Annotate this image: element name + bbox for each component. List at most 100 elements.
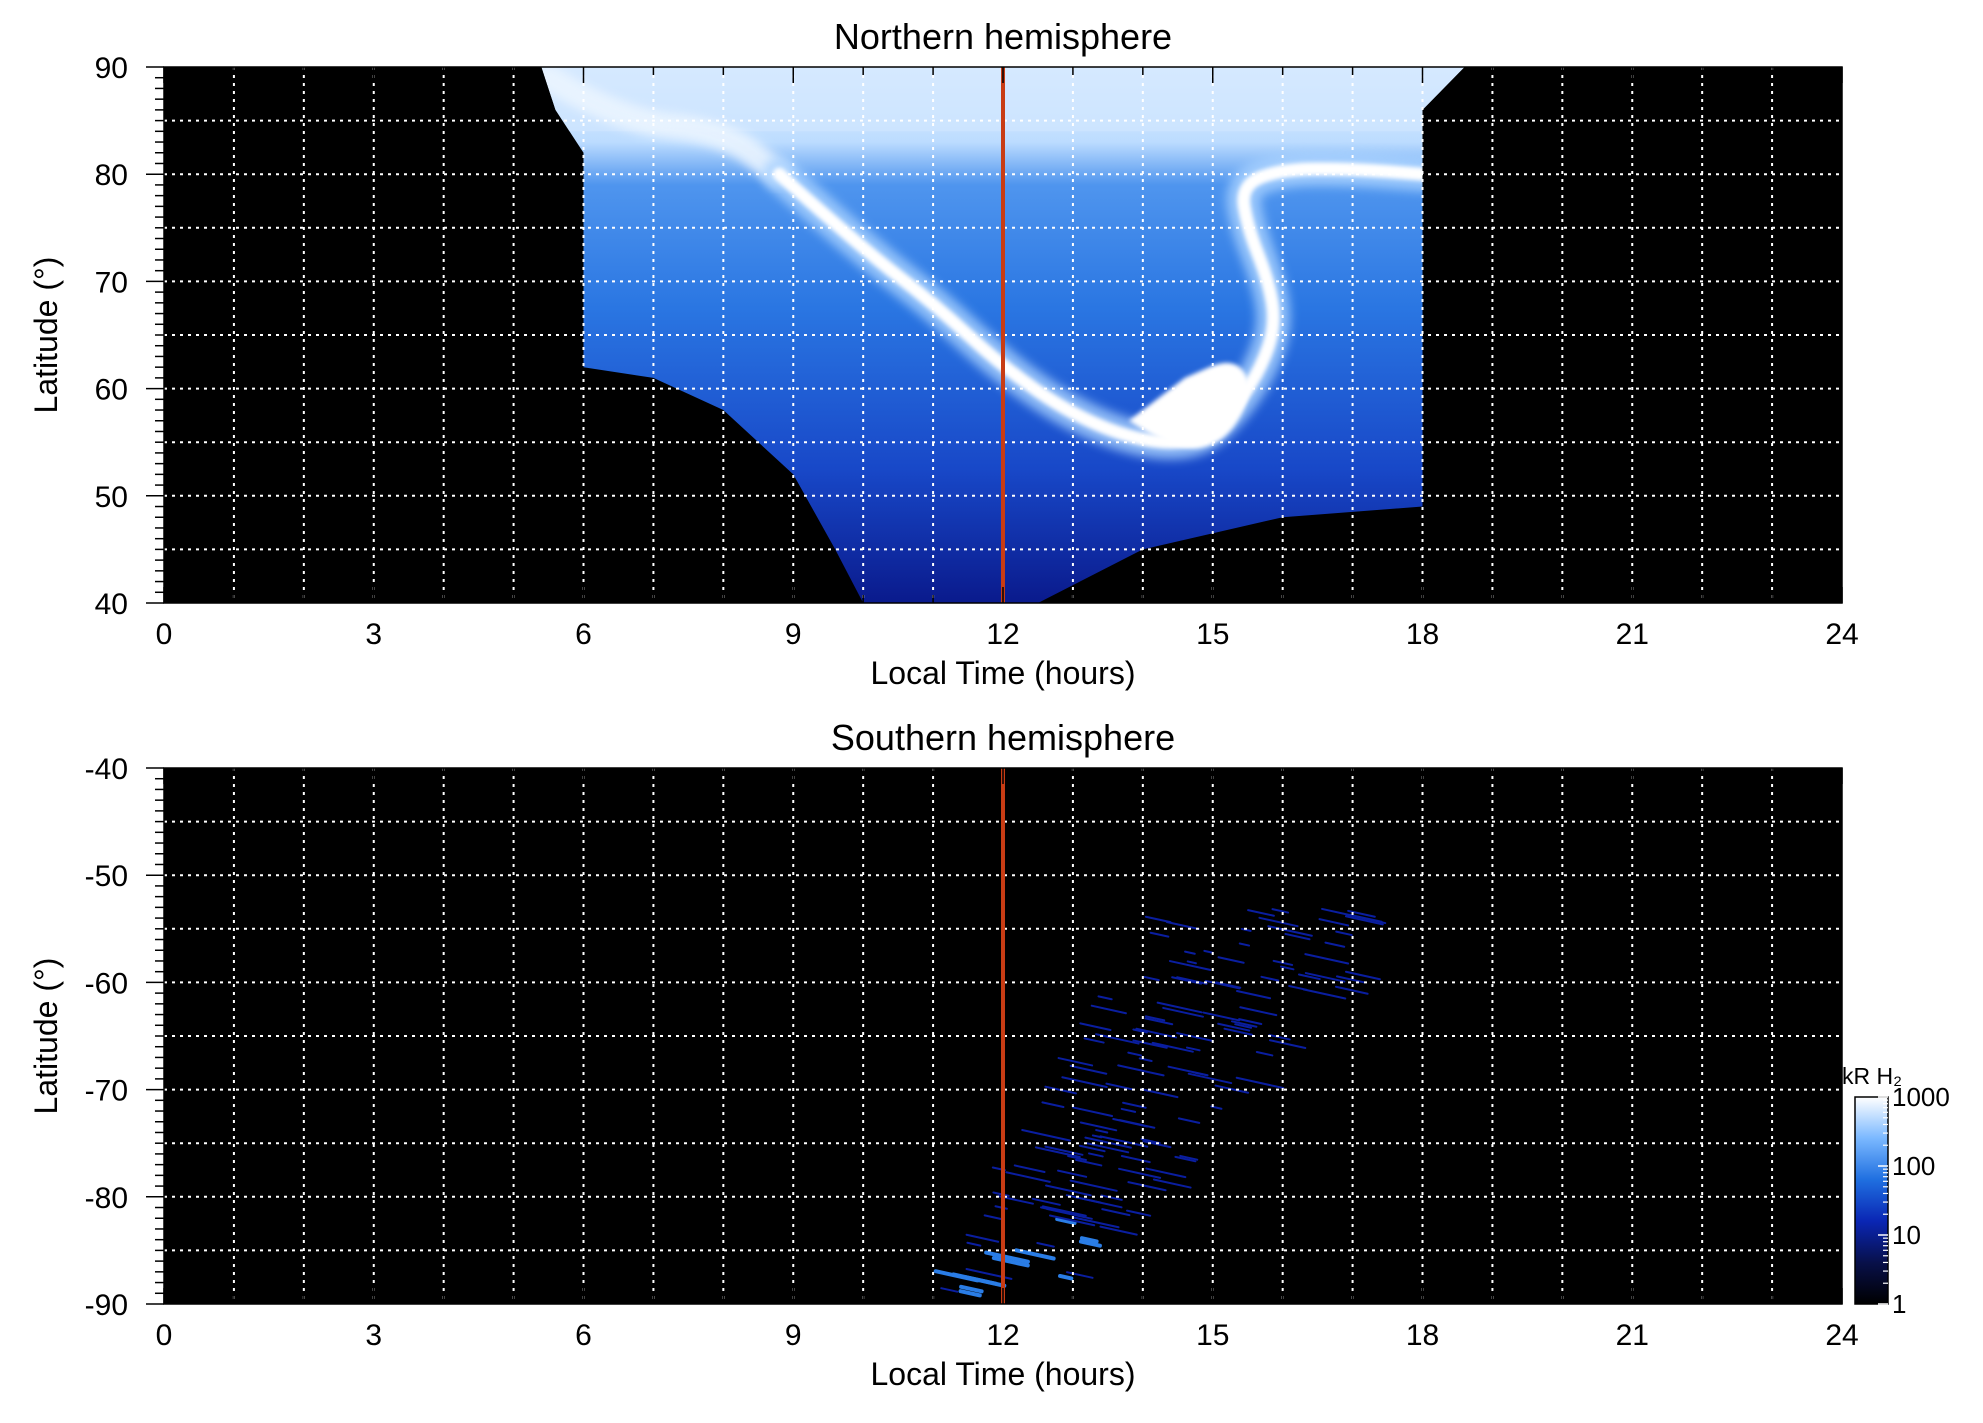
emission-streak	[1069, 1179, 1118, 1192]
emission-streak	[1039, 1206, 1059, 1212]
emission-streak	[1280, 965, 1295, 971]
y-tick-label: -90	[85, 1289, 128, 1322]
y-tick-label: -40	[85, 753, 128, 786]
emission-streak	[1258, 916, 1299, 928]
x-axis-label: Local Time (hours)	[871, 655, 1136, 691]
emission-streak	[1268, 1039, 1307, 1049]
x-tick-label: 3	[365, 618, 382, 651]
emission-streak	[1162, 1006, 1204, 1018]
emission-streak	[1048, 1214, 1096, 1227]
emission-streak	[1176, 1032, 1214, 1042]
emission-streak	[1100, 1194, 1123, 1201]
emission-streak	[958, 1289, 982, 1298]
emission-streak	[1067, 1155, 1087, 1161]
emission-streak	[1143, 975, 1160, 982]
emission-streak	[1099, 1225, 1138, 1236]
emission-streak	[1088, 1152, 1104, 1158]
emission-streak	[1234, 1023, 1253, 1029]
emission-streak	[1138, 1057, 1153, 1062]
emission-streak	[933, 1269, 980, 1283]
emission-streak	[1144, 1015, 1166, 1022]
emission-streak	[1297, 973, 1321, 981]
x-tick-label: 18	[1406, 618, 1439, 651]
y-tick-label: -70	[85, 1075, 128, 1108]
colorbar-gradient	[1854, 1096, 1889, 1305]
emission-streak	[1132, 1039, 1168, 1049]
emission-streak	[1334, 985, 1369, 995]
emission-streak	[1214, 1084, 1250, 1094]
emission-streak	[1184, 950, 1196, 955]
emission-streak	[1217, 956, 1245, 964]
emission-streak	[1072, 1216, 1120, 1229]
emission-streak	[1236, 990, 1272, 1000]
emission-streak	[1302, 988, 1347, 1000]
x-tick-label: 15	[1196, 1319, 1229, 1352]
emission-streak	[1095, 1129, 1109, 1134]
grid	[164, 768, 1842, 1304]
emission-streak	[1268, 1033, 1291, 1041]
emission-streak	[1174, 1155, 1197, 1163]
emission-streak	[1120, 1154, 1151, 1164]
y-tick-label: -50	[85, 860, 128, 893]
x-tick-label: 0	[156, 618, 173, 651]
x-tick-label: 15	[1196, 618, 1229, 651]
emission-streak	[1151, 1041, 1194, 1053]
emission-streak	[1072, 1106, 1114, 1118]
emission-streak	[1132, 1028, 1148, 1034]
emission-streak	[1083, 1037, 1105, 1044]
emission-streak	[1271, 908, 1290, 914]
emission-streak	[1057, 1057, 1094, 1067]
emission-streak	[1255, 1051, 1274, 1057]
emission-streak	[1127, 1051, 1142, 1057]
y-axis-label: Latitude (°)	[28, 958, 64, 1115]
dawn-bright-patch	[541, 67, 793, 188]
emission-streak	[1324, 941, 1346, 948]
colorbar-tick-label: 1000	[1892, 1082, 1950, 1112]
y-tick-label: 90	[95, 52, 128, 85]
panel-northern-hemisphere: 0 3 6 9 12 15 18 21 24 40 50 60 70 80 90 Northern hemis…	[28, 16, 1859, 691]
emission-streak	[1187, 1072, 1233, 1085]
emission-streak	[1005, 1171, 1051, 1183]
x-tick-label: 12	[986, 618, 1019, 651]
emission-streak	[1185, 1046, 1201, 1052]
colorbar-title: kR H₂	[1842, 1063, 1902, 1089]
emission-streak	[1086, 1142, 1130, 1154]
emission-streak	[1335, 930, 1353, 937]
x-tick-label: 6	[575, 1319, 592, 1352]
emission-streak	[1347, 909, 1376, 918]
x-axis-label: Local Time (hours)	[871, 1356, 1136, 1392]
emission-streak	[1069, 1064, 1108, 1075]
emission-streak	[1288, 985, 1308, 991]
x-tick-label: 21	[1616, 618, 1649, 651]
emission-streak	[1126, 1209, 1152, 1217]
emission-streak	[1344, 915, 1384, 926]
emission-streak	[1014, 1248, 1056, 1261]
y-tick-label: 60	[95, 374, 128, 407]
chart-title: Southern hemisphere	[831, 717, 1175, 758]
emission-streak	[1097, 995, 1113, 1001]
emission-streak	[1090, 1004, 1127, 1015]
x-tick-label: 12	[986, 1319, 1019, 1352]
emission-streak	[984, 1250, 1030, 1264]
dusk-bright-patch	[1128, 362, 1249, 449]
emission-streak	[1238, 942, 1251, 947]
colorbar-tick-label: 1	[1892, 1289, 1906, 1319]
emission-streak	[1176, 976, 1208, 985]
emission-streak	[1095, 1033, 1112, 1039]
x-tick-label: 3	[365, 1319, 382, 1352]
colorbar-ticks: 1 10 100 1000	[1878, 1082, 1950, 1319]
x-tick-label: 6	[575, 618, 592, 651]
panel-southern-hemisphere: 0 3 6 9 12 15 18 21 24 -90 -80 -70 -60 -50 -40 Southern…	[28, 717, 1859, 1392]
emission-streak	[1167, 1065, 1209, 1077]
colorbar-tick-label: 10	[1892, 1220, 1921, 1250]
x-tick-label: 21	[1616, 1319, 1649, 1352]
y-tick-label: 80	[95, 159, 128, 192]
emission-streak	[1044, 1145, 1084, 1156]
x-tick-label: 18	[1406, 1319, 1439, 1352]
emission-streak	[1118, 1167, 1162, 1179]
emission-streak	[1152, 1178, 1192, 1189]
emission-streak	[1335, 975, 1366, 984]
emission-streak	[1073, 1195, 1123, 1209]
emission-streak	[1144, 1017, 1174, 1026]
